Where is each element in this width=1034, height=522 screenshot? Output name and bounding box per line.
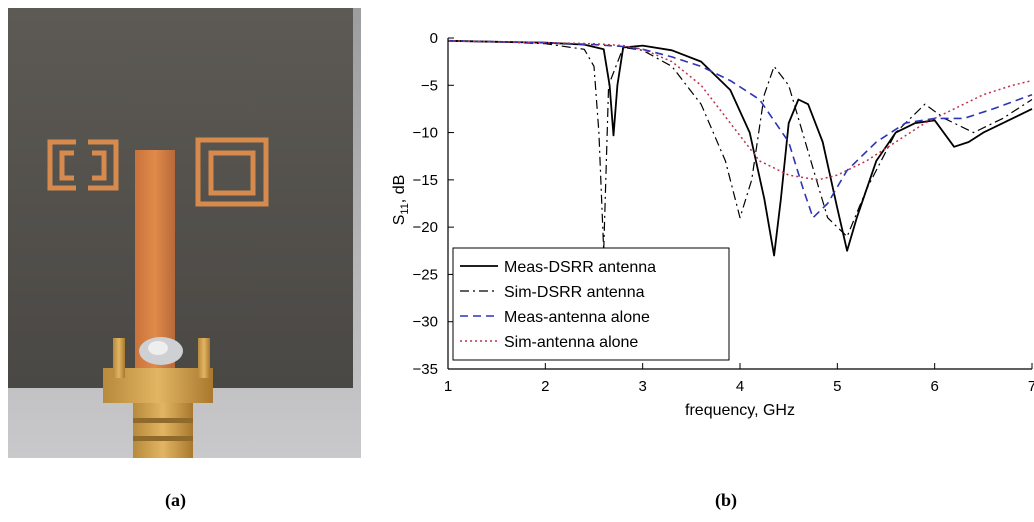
y-tick-label: −30 xyxy=(413,314,438,331)
legend-label: Meas-DSRR antenna xyxy=(504,259,656,276)
sma-connector xyxy=(103,337,213,458)
x-tick-label: 5 xyxy=(833,378,841,395)
y-tick-label: −20 xyxy=(413,219,438,236)
y-tick-label: −25 xyxy=(413,266,438,283)
series-line-1 xyxy=(447,39,1033,257)
legend-label: Meas-antenna alone xyxy=(504,309,650,326)
x-axis-label: frequency, GHz xyxy=(685,402,795,419)
left-dsrr xyxy=(47,139,119,191)
y-axis-label: S11, dB xyxy=(391,175,411,226)
x-tick-label: 2 xyxy=(541,378,549,395)
caption-a: (a) xyxy=(165,490,186,510)
x-tick-label: 7 xyxy=(1028,378,1034,395)
x-tick-label: 3 xyxy=(638,378,646,395)
right-dsrr xyxy=(195,137,269,207)
antenna-photo xyxy=(8,8,361,458)
legend: Meas-DSRR antenna Sim-DSRR antenna Meas-an… xyxy=(452,247,730,361)
s11-chart: 1 2 3 4 5 6 7 0 −5 −10 −15 −20 −25 −30 −35 frequency, … xyxy=(391,30,1034,419)
caption-b: (b) xyxy=(715,490,737,510)
legend-label: Sim-antenna alone xyxy=(504,334,638,351)
y-tick-label: −10 xyxy=(413,125,438,142)
x-tick-label: 4 xyxy=(736,378,744,395)
y-tick-label: −15 xyxy=(413,172,438,189)
legend-label: Sim-DSRR antenna xyxy=(504,284,645,301)
y-tick-label: −35 xyxy=(413,361,438,378)
series-line-3 xyxy=(447,40,1033,219)
series-line-4 xyxy=(447,40,1033,181)
x-tick-label: 6 xyxy=(930,378,938,395)
x-tick-label: 1 xyxy=(444,378,452,395)
legend-box xyxy=(452,247,730,361)
series-line-2 xyxy=(447,40,1033,252)
pcb-substrate xyxy=(8,8,353,388)
y-tick-label: 0 xyxy=(430,30,438,47)
y-axis-label-sub: 11 xyxy=(399,203,411,214)
y-tick-label: −5 xyxy=(421,77,438,94)
